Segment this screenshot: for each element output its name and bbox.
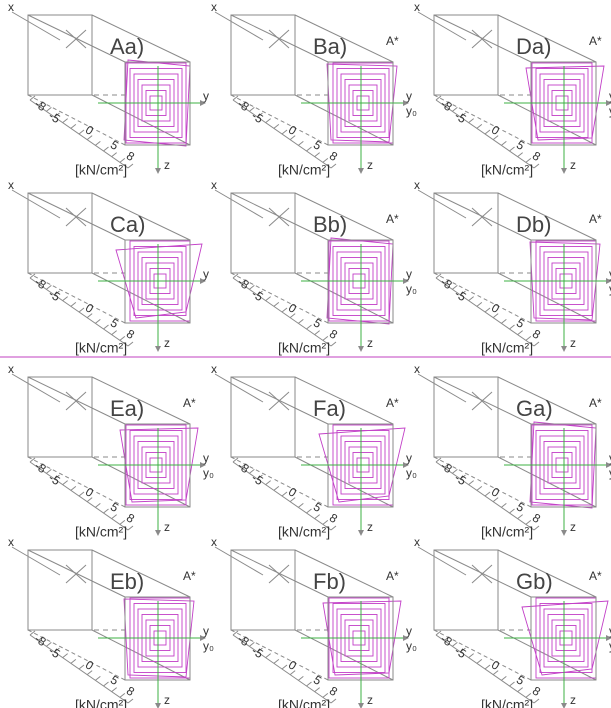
axis-label: A* [386,396,399,410]
unit-label: [kN/cm²] [75,162,127,178]
axis-label: A* [183,569,196,583]
axis-label: y [203,89,209,103]
axis-label: y₀ [203,466,214,480]
panel-label: Fa) [313,396,346,421]
axis-label: A* [589,212,602,226]
unit-label: [kN/cm²] [481,697,533,708]
axis-label: z [570,520,576,534]
axis-label: x [8,535,14,549]
unit-label: [kN/cm²] [278,524,330,540]
panel-label: Ga) [516,396,553,421]
axis-label: z [367,336,373,350]
axis-label: x [8,0,14,14]
axis-label: y₀ [406,639,417,653]
unit-label: [kN/cm²] [481,340,533,356]
panel-label: Ca) [110,212,145,237]
panel-label: Da) [516,34,551,59]
axis-label: A* [386,569,399,583]
axis-label: A* [386,34,399,48]
axis-label: y [406,451,412,465]
unit-label: [kN/cm²] [75,524,127,540]
axis-label: y [203,267,209,281]
axis-label: x [211,535,217,549]
axis-label: z [367,520,373,534]
panel-label: Ba) [313,34,347,59]
axis-label: z [367,693,373,707]
axis-label: z [164,158,170,172]
axis-label: z [570,336,576,350]
axis-label: y [406,624,412,638]
axis-label: A* [589,569,602,583]
unit-label: [kN/cm²] [278,340,330,356]
axis-label: x [211,178,217,192]
panel-label: Gb) [516,569,553,594]
axis-label: y₀ [406,282,417,296]
axis-label: y₀ [406,466,417,480]
panel-label: Bb) [313,212,347,237]
axis-label: z [367,158,373,172]
unit-label: [kN/cm²] [75,340,127,356]
axis-label: x [8,178,14,192]
axis-label: z [164,336,170,350]
panel-label: Ea) [110,396,144,421]
axis-label: y₀ [406,104,417,118]
panel-label: Db) [516,212,551,237]
axis-label: z [570,158,576,172]
panel-label: Eb) [110,569,144,594]
panel-label: Aa) [110,34,144,59]
axis-label: y [203,624,209,638]
axis-label: z [164,693,170,707]
axis-label: A* [589,396,602,410]
axis-label: A* [386,212,399,226]
axis-label: x [8,362,14,376]
unit-label: [kN/cm²] [481,162,533,178]
axis-label: x [414,362,420,376]
axis-label: A* [589,34,602,48]
unit-label: [kN/cm²] [75,697,127,708]
unit-label: [kN/cm²] [278,162,330,178]
axis-label: y₀ [203,639,214,653]
panel-label: Fb) [313,569,346,594]
figure: Aa)xyz-8-5058[kN/cm²]Ba)xA*yy₀z-8-5058[k… [0,0,611,708]
axis-label: z [164,520,170,534]
unit-label: [kN/cm²] [481,524,533,540]
axis-label: x [211,0,217,14]
axis-label: x [414,0,420,14]
axis-label: y [406,89,412,103]
axis-label: A* [183,396,196,410]
axis-label: x [414,178,420,192]
axis-label: z [570,693,576,707]
axis-label: x [211,362,217,376]
axis-label: y [406,267,412,281]
axis-label: x [414,535,420,549]
axis-label: y [203,451,209,465]
unit-label: [kN/cm²] [278,697,330,708]
